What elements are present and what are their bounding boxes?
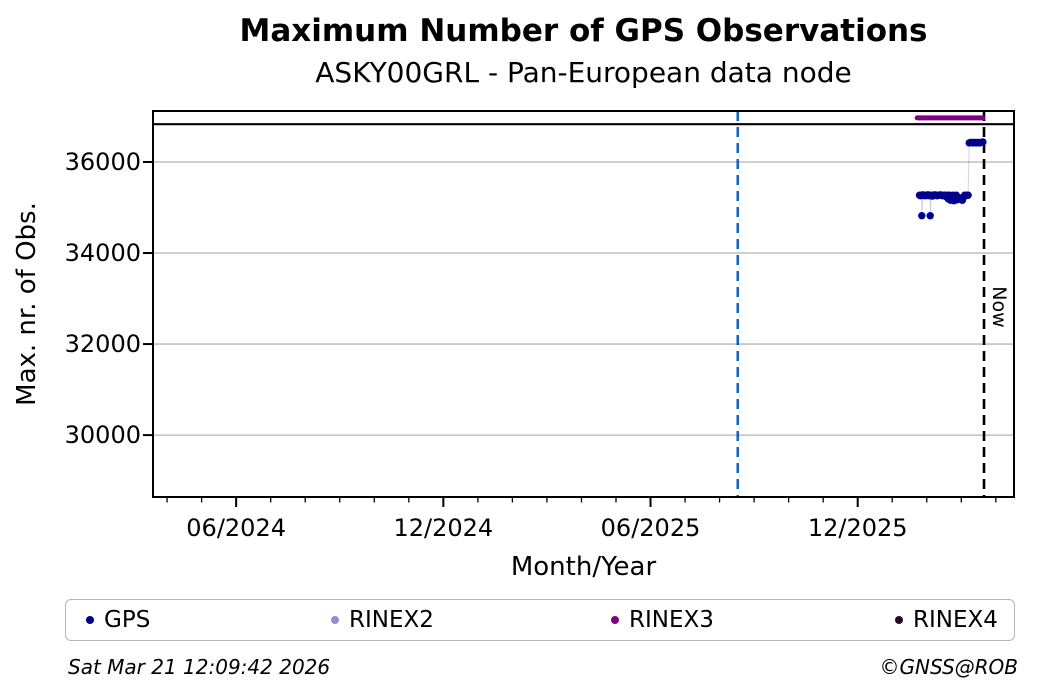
legend-label: RINEX3 bbox=[629, 607, 714, 633]
gps-point bbox=[918, 212, 926, 220]
legend-item-gps: GPS bbox=[86, 600, 150, 640]
chart-subtitle: ASKY00GRL - Pan-European data node bbox=[315, 56, 852, 89]
legend-label: RINEX2 bbox=[349, 607, 434, 633]
chart-title: Maximum Number of GPS Observations bbox=[239, 13, 928, 49]
legend-item-rinex4: RINEX4 bbox=[895, 600, 998, 640]
x-axis-label: Month/Year bbox=[510, 552, 657, 582]
timestamp-text: Sat Mar 21 12:09:42 2026 bbox=[68, 655, 331, 679]
legend-dot-icon bbox=[895, 616, 903, 624]
x-tick-label: 12/2024 bbox=[393, 514, 494, 542]
legend-dot-icon bbox=[86, 616, 94, 624]
x-tick-label: 06/2024 bbox=[186, 514, 286, 542]
y-axis-label: Max. nr. of Obs. bbox=[12, 202, 42, 406]
y-tick-label: 36000 bbox=[64, 147, 141, 176]
legend-item-rinex3: RINEX3 bbox=[611, 600, 714, 640]
legend: GPS RINEX2 RINEX3 RINEX4 bbox=[65, 599, 1015, 641]
series-connector bbox=[919, 141, 984, 216]
legend-label: GPS bbox=[104, 607, 151, 633]
legend-item-rinex2: RINEX2 bbox=[331, 600, 434, 640]
plot-border bbox=[152, 110, 1015, 498]
y-tick-label: 32000 bbox=[64, 330, 141, 359]
x-tick-label: 12/2025 bbox=[807, 514, 908, 542]
legend-label: RINEX4 bbox=[913, 607, 998, 633]
x-tick-label: 06/2025 bbox=[600, 514, 701, 542]
y-tick-label: 34000 bbox=[64, 239, 141, 268]
legend-dot-icon bbox=[331, 616, 339, 624]
gps-point bbox=[964, 191, 972, 199]
legend-dot-icon bbox=[611, 616, 619, 624]
now-line-label: Now bbox=[988, 286, 1010, 328]
gps-point bbox=[979, 138, 987, 146]
y-tick-label: 30000 bbox=[64, 421, 141, 450]
gps-point bbox=[926, 212, 934, 220]
credit-text: ©GNSS@ROB bbox=[879, 655, 1019, 679]
